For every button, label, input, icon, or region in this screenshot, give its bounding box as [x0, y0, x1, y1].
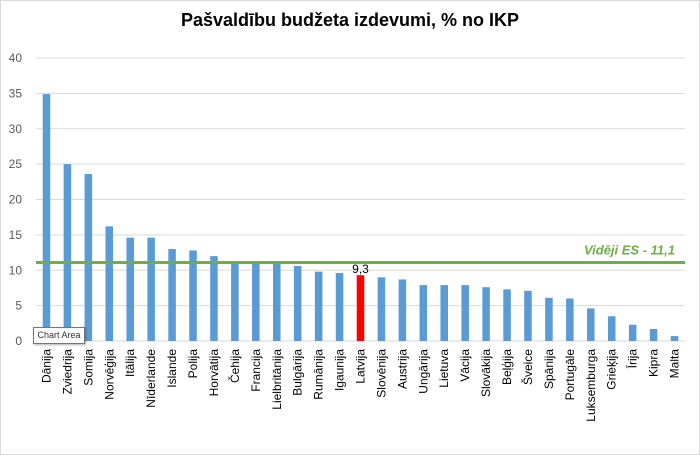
- bar: [649, 328, 658, 341]
- bar: [314, 271, 323, 341]
- x-tick-label: Čehija: [227, 349, 242, 383]
- y-tick-label: 35: [9, 86, 23, 100]
- x-tick-label: Slovākija: [479, 349, 493, 397]
- x-tick-label: Latvija: [354, 349, 368, 384]
- bar: [168, 249, 176, 341]
- x-tick-label: Igaunija: [333, 349, 347, 391]
- x-tick-label: Lielbritānija: [270, 349, 284, 410]
- x-tick-label: Grieķija: [605, 349, 619, 390]
- average-line: Vidēji ES - 11,1: [36, 242, 685, 264]
- x-tick-label: Malta: [668, 349, 682, 379]
- y-tick-label: 5: [15, 299, 22, 313]
- y-tick-label: 20: [9, 193, 23, 207]
- bar: [670, 336, 679, 341]
- bar: [628, 324, 637, 341]
- bars: [42, 94, 679, 342]
- chart-area-tooltip: Chart Area: [33, 327, 85, 344]
- x-tick-label: Šveice: [520, 349, 535, 385]
- x-tick-label: Beļģija: [500, 349, 514, 385]
- bar: [566, 298, 574, 341]
- bar: [461, 285, 469, 341]
- bar: [524, 290, 532, 341]
- x-tick-label: Francija: [249, 349, 263, 392]
- bar: [126, 237, 134, 341]
- bar: [252, 261, 260, 341]
- x-tick-label: Austrija: [395, 349, 409, 389]
- y-tick-label: 25: [9, 157, 23, 171]
- x-tick-label: Ungārija: [416, 349, 430, 394]
- x-tick-label: Luksemburga: [584, 349, 598, 422]
- x-tick-label: Zviedrija: [60, 349, 74, 395]
- chart-title: Pašvaldību budžeta izdevumi, % no IKP: [180, 10, 520, 30]
- x-tick-label: Vācija: [458, 349, 472, 382]
- bar: [377, 277, 386, 341]
- bar: [63, 164, 72, 341]
- bar: [482, 287, 490, 341]
- bar: [398, 279, 407, 341]
- x-tick-label: Nīderlande: [144, 349, 158, 408]
- bar: [272, 262, 281, 341]
- bar: [587, 308, 595, 341]
- x-tick-label: Lietuva: [437, 349, 451, 388]
- bar: [189, 250, 197, 341]
- data-label: 9,3: [352, 262, 369, 276]
- bar: [607, 316, 616, 341]
- bar: [356, 275, 365, 341]
- bar: [293, 266, 302, 341]
- bar: [147, 237, 155, 341]
- y-tick-label: 10: [9, 263, 23, 277]
- x-tick-label: Islande: [165, 349, 179, 388]
- x-tick-label: Spānija: [542, 349, 556, 389]
- y-tick-label: 15: [9, 228, 23, 242]
- y-tick-label: 40: [9, 51, 23, 65]
- x-tick-label: Dānija: [39, 349, 53, 383]
- x-axis: Dānija Zviedrija Somija Norvēģija Itālija Nīd…: [39, 349, 681, 422]
- data-labels: 9,3: [352, 262, 369, 276]
- x-tick-label: Kipra: [647, 349, 661, 377]
- bar: [419, 285, 428, 341]
- x-tick-label: Norvēģija: [102, 349, 116, 400]
- y-tick-label: 0: [15, 334, 22, 348]
- x-tick-label: Īrija: [626, 349, 640, 369]
- x-tick-label: Slovēnija: [374, 349, 388, 398]
- bar: [503, 289, 511, 341]
- average-line-label: Vidēji ES - 11,1: [584, 242, 675, 257]
- bar: [440, 285, 449, 341]
- bar: [335, 273, 344, 341]
- bar: [545, 297, 553, 341]
- bar: [42, 94, 51, 342]
- gridlines: [36, 57, 685, 342]
- x-tick-label: Polija: [186, 349, 200, 379]
- bar: [231, 261, 239, 341]
- y-axis: 0 5 10 15 20 25 30 35 40: [9, 51, 23, 348]
- x-tick-label: Portugāle: [563, 349, 577, 401]
- x-tick-label: Horvātija: [207, 349, 221, 397]
- bar: [84, 174, 93, 341]
- x-tick-label: Rumānija: [312, 349, 326, 400]
- x-tick-label: Somija: [81, 349, 95, 386]
- y-tick-label: 30: [9, 122, 23, 136]
- bar: [105, 226, 114, 341]
- x-tick-label: Bulgārija: [291, 349, 305, 396]
- bar: [210, 256, 218, 341]
- x-tick-label: Itālija: [123, 349, 137, 377]
